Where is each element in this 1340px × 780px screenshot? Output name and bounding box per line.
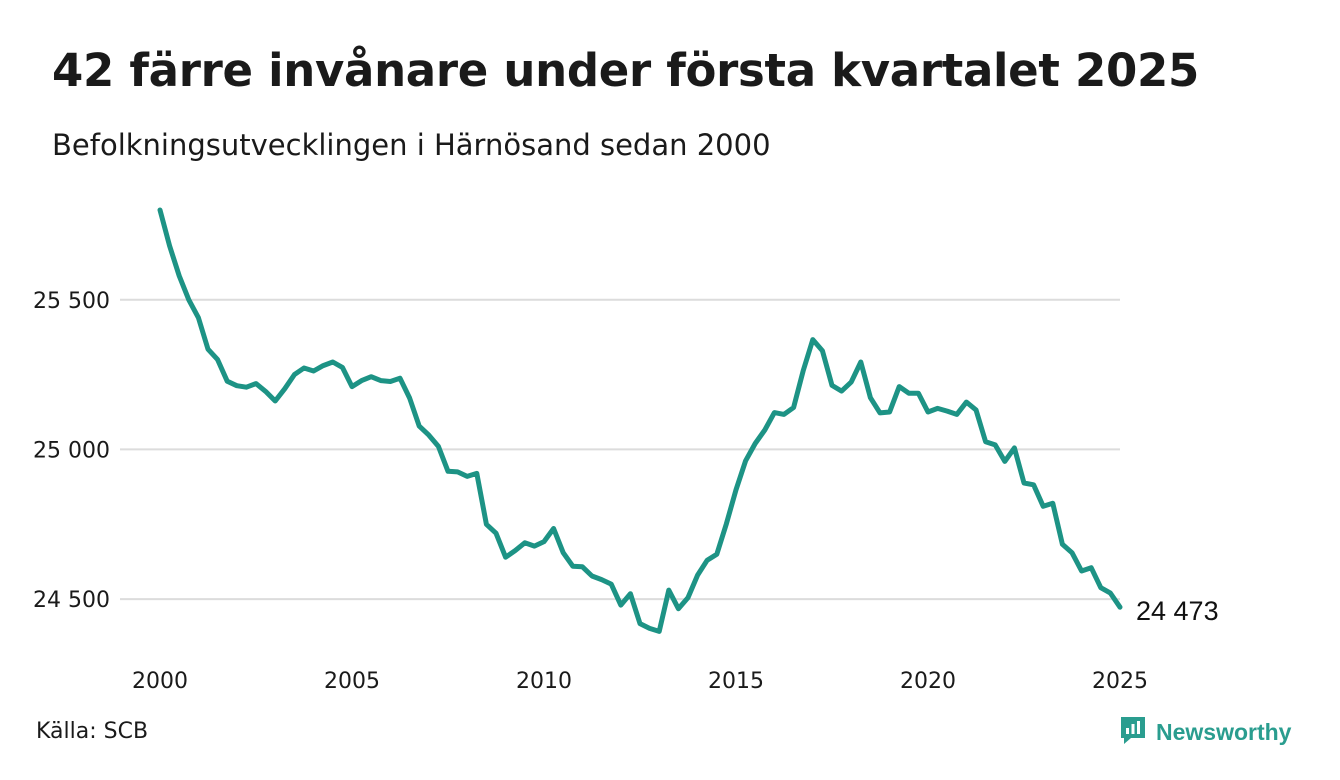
x-tick-label: 2025 (1092, 669, 1148, 694)
y-tick-label: 24 500 (33, 588, 110, 613)
grid-lines (120, 298, 1120, 601)
population-line (157, 207, 1123, 634)
brand-name: Newsworthy (1156, 718, 1292, 745)
chart-title: 42 färre invånare under första kvartalet… (52, 44, 1199, 97)
y-axis-ticks: 24 500 25 000 25 500 (33, 289, 110, 613)
x-tick-label: 2015 (708, 669, 764, 694)
x-tick-label: 2000 (132, 669, 188, 694)
y-tick-label: 25 500 (33, 289, 110, 314)
brand-logo: Newsworthy (1118, 714, 1291, 750)
end-value-label: 24 473 (1136, 596, 1219, 626)
source-note: Källa: SCB (36, 719, 149, 744)
x-axis-ticks: 2000 2005 2010 2015 2020 2025 (132, 669, 1148, 694)
chart-subtitle: Befolkningsutvecklingen i Härnösand seda… (52, 128, 771, 162)
newsworthy-logo-icon (1118, 714, 1148, 750)
x-tick-label: 2005 (324, 669, 380, 694)
x-tick-label: 2010 (516, 669, 572, 694)
y-tick-label: 25 000 (33, 438, 110, 463)
x-tick-label: 2020 (900, 669, 956, 694)
